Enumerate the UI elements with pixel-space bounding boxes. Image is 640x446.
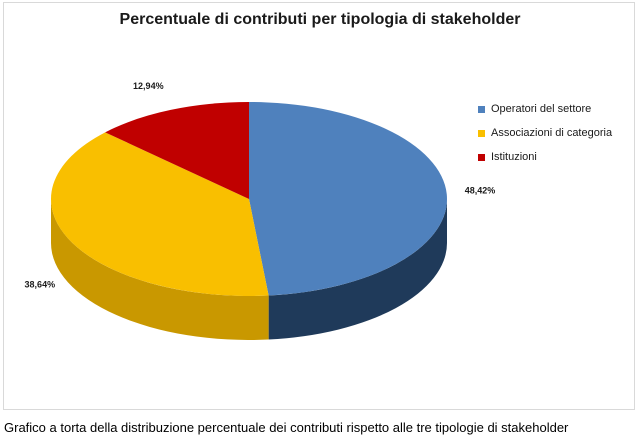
legend-label: Operatori del settore: [491, 103, 592, 115]
data-label-0: 48,42%: [465, 185, 496, 195]
legend-item: Istituzioni: [478, 145, 612, 169]
pie-slice-1: [51, 132, 269, 296]
data-label-2: 12,94%: [133, 81, 164, 91]
pie-chart: 48,42% 38,64% 12,94%: [25, 81, 496, 340]
chart-legend: Operatori del settore Associazioni di cat…: [478, 97, 612, 169]
chart-title: Percentuale di contributi per tipologia …: [119, 11, 521, 28]
legend-item: Associazioni di categoria: [478, 121, 612, 145]
legend-swatch: [478, 129, 485, 137]
legend-item: Operatori del settore: [478, 97, 612, 121]
pie-slice-2: [105, 102, 249, 199]
legend-label: Istituzioni: [491, 151, 537, 163]
pie-side-1: [51, 199, 269, 340]
pie-slice-0: [249, 102, 447, 296]
figure-caption: Grafico a torta della distribuzione perc…: [4, 420, 569, 435]
legend-swatch: [478, 153, 485, 161]
legend-swatch: [478, 105, 485, 113]
legend-label: Associazioni di categoria: [491, 127, 613, 139]
chart-frame: Percentuale di contributi per tipologia …: [3, 2, 635, 410]
data-label-1: 38,64%: [25, 279, 56, 289]
pie-side-0: [268, 199, 448, 340]
